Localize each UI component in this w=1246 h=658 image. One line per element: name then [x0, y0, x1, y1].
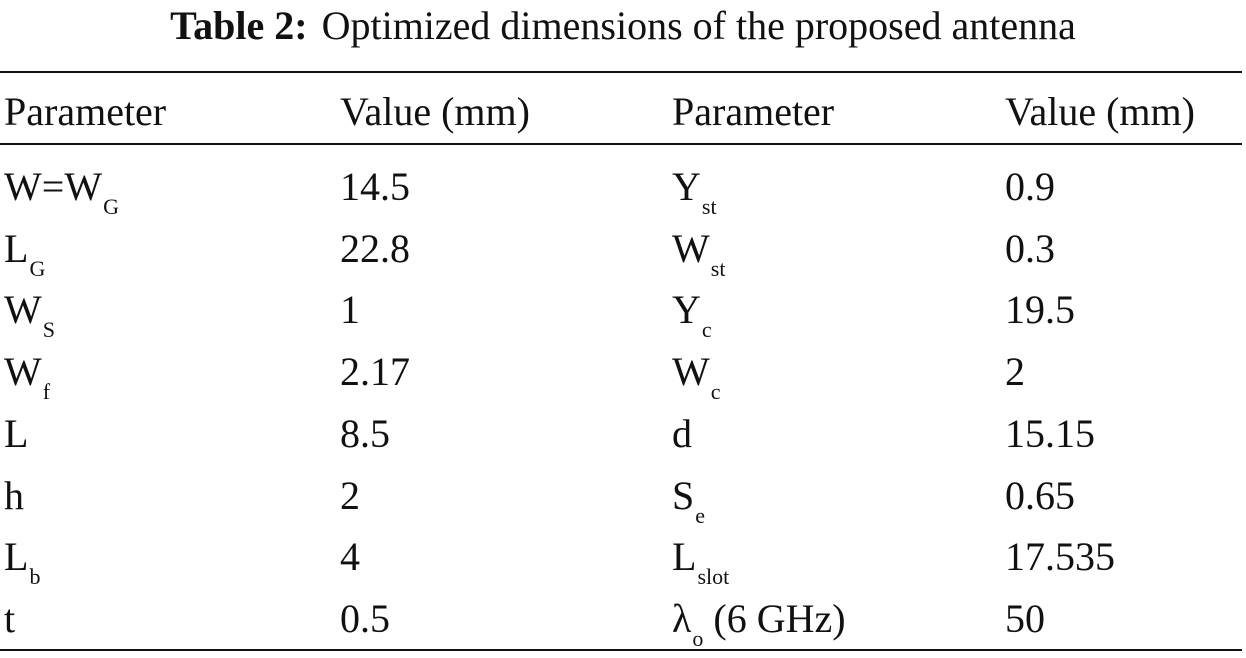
parameter-cell: Wst	[672, 225, 725, 279]
parameter-symbol: Y	[672, 287, 701, 333]
parameter-subscript: G	[29, 255, 46, 281]
parameter-subscript: S	[42, 317, 56, 343]
value-cell: 50	[1005, 595, 1045, 641]
parameter-symbol: W	[672, 225, 710, 271]
parameter-symbol: d	[672, 410, 692, 456]
parameter-suffix: (6 GHz)	[703, 595, 846, 641]
value-cell: 0.3	[1005, 225, 1055, 271]
top-rule	[0, 71, 1242, 73]
parameter-symbol: L	[4, 410, 29, 456]
parameter-cell: Lb	[4, 534, 40, 588]
parameter-cell: Wc	[672, 349, 721, 403]
value-cell: 2	[1005, 349, 1025, 395]
value-cell: 14.5	[340, 164, 410, 209]
parameter-symbol: λ	[672, 595, 692, 641]
parameter-cell: Yst	[672, 164, 717, 218]
value-cell: 8.5	[340, 410, 390, 456]
parameter-cell: Lslot	[672, 534, 729, 588]
value-cell: 4	[340, 534, 360, 580]
header-cell: Value (mm)	[1005, 89, 1195, 134]
value-cell: 22.8	[340, 225, 410, 271]
value-cell: 1	[340, 287, 360, 333]
parameter-symbol: h	[4, 472, 24, 518]
parameter-subscript: c	[701, 317, 712, 343]
parameter-subscript: o	[692, 625, 704, 651]
parameter-symbol: W	[4, 349, 42, 395]
table-caption: Table 2: Optimized dimensions of the prop…	[0, 6, 1246, 46]
value-cell: 17.535	[1005, 534, 1115, 580]
bottom-rule	[0, 649, 1242, 651]
parameter-subscript: st	[701, 194, 717, 219]
value-cell: 2	[340, 472, 360, 518]
header-cell: Parameter	[672, 89, 835, 134]
value-cell: 15.15	[1005, 410, 1095, 456]
parameter-symbol: t	[4, 595, 16, 641]
caption-text: Optimized dimensions of the proposed ant…	[321, 3, 1076, 48]
header-cell: Value (mm)	[340, 89, 530, 134]
parameter-symbol: W=W	[4, 164, 103, 209]
parameter-cell: λo (6 GHz)	[672, 595, 846, 649]
parameter-subscript: f	[42, 379, 51, 405]
parameter-symbol: S	[672, 472, 695, 518]
value-cell: 0.9	[1005, 164, 1055, 209]
parameter-subscript: e	[695, 502, 706, 528]
parameter-cell: WS	[4, 287, 55, 341]
value-cell: 2.17	[340, 349, 410, 395]
parameter-subscript: c	[710, 379, 721, 405]
parameter-cell: LG	[4, 225, 45, 279]
value-cell: 19.5	[1005, 287, 1075, 333]
parameter-cell: Se	[672, 472, 705, 526]
parameter-subscript: G	[103, 194, 119, 219]
parameter-symbol: L	[4, 225, 29, 271]
parameter-subscript: slot	[697, 564, 730, 590]
caption-label: Table 2:	[170, 3, 308, 48]
parameter-cell: d	[672, 410, 692, 456]
value-cell: 0.65	[1005, 472, 1075, 518]
parameter-cell: W=WG	[4, 164, 119, 218]
parameter-symbol: L	[4, 534, 29, 580]
value-cell: 0.5	[340, 595, 390, 641]
parameter-symbol: W	[672, 349, 710, 395]
parameter-subscript: b	[29, 564, 41, 590]
parameter-cell: t	[4, 595, 16, 641]
parameter-cell: Wf	[4, 349, 50, 403]
parameter-cell: Yc	[672, 287, 712, 341]
parameter-cell: h	[4, 472, 24, 518]
parameter-symbol: L	[672, 534, 697, 580]
header-rule	[0, 143, 1242, 145]
parameter-symbol: W	[4, 287, 42, 333]
parameter-cell: L	[4, 410, 29, 456]
parameter-symbol: Y	[672, 164, 701, 209]
header-cell: Parameter	[4, 89, 167, 134]
parameter-subscript: st	[710, 255, 726, 281]
